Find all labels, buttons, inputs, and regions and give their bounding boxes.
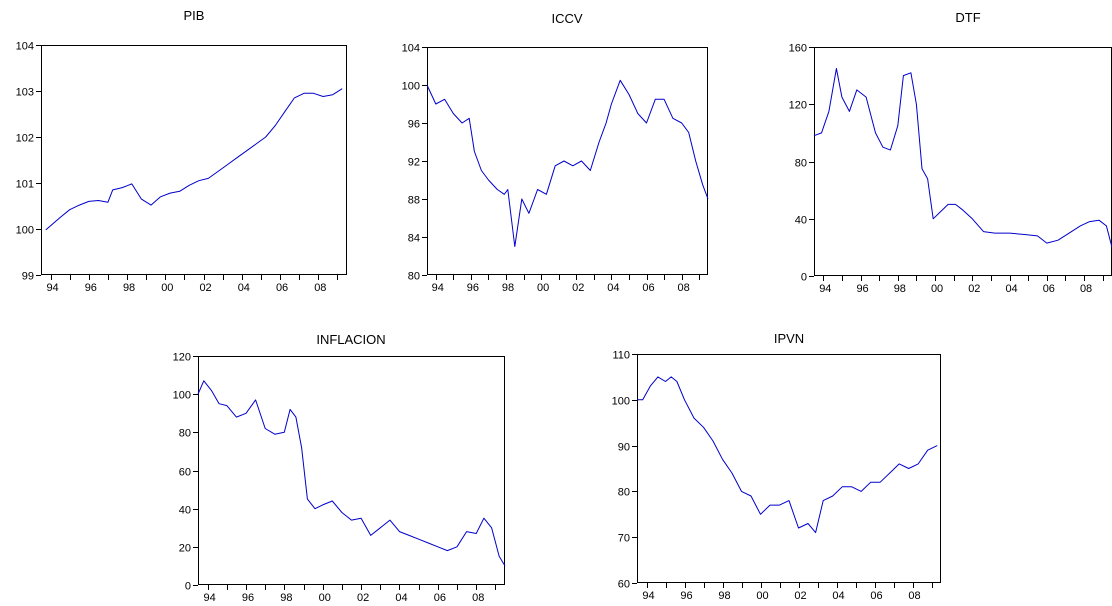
chart-panel-3: DTF 0 40 80 120 160 94 96 98 00 02 04 06 08 — [789, 10, 1112, 295]
y-tick-label: 92 — [408, 157, 420, 169]
y-tick-label: 100 — [173, 390, 191, 402]
y-tick-label: 40 — [179, 505, 191, 517]
y-tick-label: 70 — [618, 533, 630, 545]
x-tick-label: 02 — [199, 282, 211, 294]
series-line — [637, 376, 938, 534]
x-tick-label: 94 — [819, 283, 831, 295]
x-tick-label: 96 — [856, 283, 868, 295]
y-tick-label: 84 — [408, 233, 420, 245]
y-tick-label: 110 — [612, 350, 630, 362]
y-tick-label: 60 — [618, 579, 630, 591]
x-tick-label: 06 — [276, 282, 288, 294]
x-tick-label: 00 — [161, 282, 173, 294]
x-tick-label: 96 — [85, 282, 97, 294]
x-tick-label: 06 — [870, 590, 882, 602]
x-tick-label: 06 — [642, 282, 654, 294]
x-tick-label: 00 — [537, 282, 549, 294]
y-tick-label: 96 — [408, 119, 420, 131]
x-tick-label: 94 — [642, 590, 654, 602]
x-tick-label: 04 — [832, 590, 844, 602]
chart-panel-5: IPVN 60 70 80 90 100 110 94 96 98 00 02 04 06 08 — [612, 331, 941, 602]
chart-title: INFLACION — [316, 332, 385, 347]
x-tick-label: 02 — [572, 282, 584, 294]
x-tick-label: 02 — [357, 592, 369, 604]
y-tick-label: 0 — [801, 272, 807, 284]
y-tick-label: 60 — [179, 467, 191, 479]
y-tick-label: 160 — [789, 43, 807, 55]
chart-title: PIB — [184, 8, 205, 23]
x-tick-label: 02 — [794, 590, 806, 602]
chart-title: IPVN — [774, 331, 804, 346]
x-tick-label: 94 — [432, 282, 444, 294]
chart-panel-1: PIB 99 100 101 102 103 104 94 96 98 00 02 04 06 08 — [16, 8, 347, 294]
x-tick-label: 96 — [680, 590, 692, 602]
plot-frame — [637, 354, 941, 583]
y-tick-label: 104 — [402, 43, 420, 55]
y-tick-label: 99 — [22, 271, 34, 283]
x-tick-label: 98 — [894, 283, 906, 295]
y-tick-label: 120 — [173, 352, 191, 364]
x-tick-label: 04 — [607, 282, 619, 294]
x-tick-label: 04 — [395, 592, 407, 604]
x-tick-label: 98 — [280, 592, 292, 604]
x-tick-label: 98 — [123, 282, 135, 294]
x-tick-label: 08 — [1080, 283, 1092, 295]
y-tick-label: 101 — [16, 179, 34, 191]
chart-title: DTF — [955, 10, 980, 25]
x-tick-label: 00 — [319, 592, 331, 604]
y-tick-label: 80 — [408, 271, 420, 283]
chart-panel-2: ICCV 80 84 88 92 96 100 104 94 96 98 00 02 04 06 08 — [402, 11, 709, 294]
series-line — [426, 79, 709, 247]
plot-frame — [814, 47, 1112, 276]
y-tick-label: 100 — [16, 225, 34, 237]
x-tick-label: 00 — [931, 283, 943, 295]
y-tick-label: 100 — [402, 81, 420, 93]
y-tick-label: 80 — [179, 428, 191, 440]
series-line — [813, 68, 1112, 248]
y-tick-label: 40 — [795, 215, 807, 227]
x-tick-label: 00 — [756, 590, 768, 602]
x-tick-label: 08 — [472, 592, 484, 604]
series-line — [45, 88, 343, 231]
x-tick-label: 08 — [678, 282, 690, 294]
chart-panel-4: INFLACION 0 20 40 60 80 100 120 94 96 98 00 02 04 06 08 — [173, 332, 506, 604]
x-tick-label: 96 — [242, 592, 254, 604]
y-tick-label: 80 — [618, 487, 630, 499]
x-tick-label: 02 — [968, 283, 980, 295]
y-tick-label: 100 — [612, 396, 630, 408]
x-tick-label: 08 — [314, 282, 326, 294]
y-tick-label: 80 — [795, 158, 807, 170]
y-tick-label: 104 — [16, 41, 34, 53]
x-tick-label: 08 — [908, 590, 920, 602]
x-tick-label: 04 — [238, 282, 250, 294]
x-tick-label: 06 — [434, 592, 446, 604]
plot-frame — [427, 47, 708, 275]
x-tick-label: 94 — [203, 592, 215, 604]
y-tick-label: 0 — [185, 581, 191, 593]
y-tick-label: 102 — [16, 133, 34, 145]
y-tick-label: 20 — [179, 543, 191, 555]
x-tick-label: 04 — [1005, 283, 1017, 295]
x-tick-label: 06 — [1043, 283, 1055, 295]
x-tick-label: 96 — [467, 282, 479, 294]
series-line — [197, 380, 506, 567]
chart-title: ICCV — [551, 11, 582, 26]
y-tick-label: 120 — [789, 100, 807, 112]
plot-frame — [41, 45, 347, 275]
y-tick-label: 103 — [16, 87, 34, 99]
plot-frame — [198, 356, 505, 585]
x-tick-label: 98 — [502, 282, 514, 294]
x-tick-label: 98 — [718, 590, 730, 602]
y-tick-label: 90 — [618, 442, 630, 454]
x-tick-label: 94 — [46, 282, 58, 294]
y-tick-label: 88 — [408, 195, 420, 207]
